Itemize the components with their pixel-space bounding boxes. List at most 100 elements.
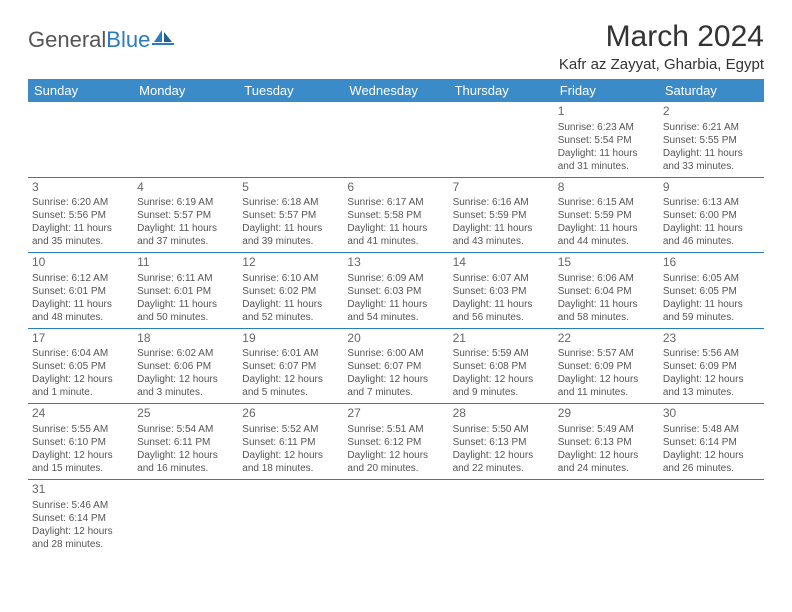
calendar-cell [343, 479, 448, 554]
cell-set: Sunset: 6:13 PM [558, 436, 655, 449]
day-number: 29 [558, 406, 655, 422]
cell-set: Sunset: 6:10 PM [32, 436, 129, 449]
cell-set: Sunset: 6:06 PM [137, 360, 234, 373]
calendar-cell: 23Sunrise: 5:56 AMSunset: 6:09 PMDayligh… [659, 328, 764, 404]
calendar-cell: 21Sunrise: 5:59 AMSunset: 6:08 PMDayligh… [449, 328, 554, 404]
cell-day: Daylight: 11 hours and 43 minutes. [453, 222, 550, 248]
cell-set: Sunset: 5:57 PM [242, 209, 339, 222]
calendar-cell: 25Sunrise: 5:54 AMSunset: 6:11 PMDayligh… [133, 404, 238, 480]
calendar-cell [238, 102, 343, 177]
cell-set: Sunset: 6:07 PM [242, 360, 339, 373]
cell-day: Daylight: 12 hours and 26 minutes. [663, 449, 760, 475]
calendar-cell: 11Sunrise: 6:11 AMSunset: 6:01 PMDayligh… [133, 253, 238, 329]
calendar-cell: 20Sunrise: 6:00 AMSunset: 6:07 PMDayligh… [343, 328, 448, 404]
day-number: 21 [453, 331, 550, 347]
calendar-cell: 19Sunrise: 6:01 AMSunset: 6:07 PMDayligh… [238, 328, 343, 404]
day-number: 18 [137, 331, 234, 347]
cell-day: Daylight: 11 hours and 54 minutes. [347, 298, 444, 324]
calendar-cell [28, 102, 133, 177]
day-number: 28 [453, 406, 550, 422]
day-header: Thursday [449, 79, 554, 102]
cell-day: Daylight: 11 hours and 48 minutes. [32, 298, 129, 324]
cell-set: Sunset: 6:09 PM [558, 360, 655, 373]
day-header: Tuesday [238, 79, 343, 102]
cell-day: Daylight: 12 hours and 16 minutes. [137, 449, 234, 475]
day-number: 3 [32, 180, 129, 196]
calendar-cell [554, 479, 659, 554]
cell-day: Daylight: 11 hours and 50 minutes. [137, 298, 234, 324]
calendar-cell: 30Sunrise: 5:48 AMSunset: 6:14 PMDayligh… [659, 404, 764, 480]
cell-rise: Sunrise: 6:06 AM [558, 272, 655, 285]
cell-set: Sunset: 6:02 PM [242, 285, 339, 298]
calendar-cell: 18Sunrise: 6:02 AMSunset: 6:06 PMDayligh… [133, 328, 238, 404]
calendar-row: 24Sunrise: 5:55 AMSunset: 6:10 PMDayligh… [28, 404, 764, 480]
cell-set: Sunset: 6:07 PM [347, 360, 444, 373]
day-number: 15 [558, 255, 655, 271]
cell-rise: Sunrise: 5:59 AM [453, 347, 550, 360]
calendar-cell: 26Sunrise: 5:52 AMSunset: 6:11 PMDayligh… [238, 404, 343, 480]
calendar-cell: 29Sunrise: 5:49 AMSunset: 6:13 PMDayligh… [554, 404, 659, 480]
cell-rise: Sunrise: 6:12 AM [32, 272, 129, 285]
day-number: 31 [32, 482, 129, 498]
cell-rise: Sunrise: 5:48 AM [663, 423, 760, 436]
calendar-row: 3Sunrise: 6:20 AMSunset: 5:56 PMDaylight… [28, 177, 764, 253]
calendar-row: 17Sunrise: 6:04 AMSunset: 6:05 PMDayligh… [28, 328, 764, 404]
calendar-cell: 4Sunrise: 6:19 AMSunset: 5:57 PMDaylight… [133, 177, 238, 253]
day-number: 10 [32, 255, 129, 271]
cell-rise: Sunrise: 6:13 AM [663, 196, 760, 209]
cell-set: Sunset: 6:05 PM [663, 285, 760, 298]
day-number: 26 [242, 406, 339, 422]
day-number: 5 [242, 180, 339, 196]
day-number: 9 [663, 180, 760, 196]
calendar-cell: 10Sunrise: 6:12 AMSunset: 6:01 PMDayligh… [28, 253, 133, 329]
day-number: 24 [32, 406, 129, 422]
day-number: 4 [137, 180, 234, 196]
cell-day: Daylight: 12 hours and 22 minutes. [453, 449, 550, 475]
cell-rise: Sunrise: 6:10 AM [242, 272, 339, 285]
day-header: Wednesday [343, 79, 448, 102]
cell-day: Daylight: 11 hours and 56 minutes. [453, 298, 550, 324]
day-header: Saturday [659, 79, 764, 102]
calendar-cell: 3Sunrise: 6:20 AMSunset: 5:56 PMDaylight… [28, 177, 133, 253]
calendar-cell: 22Sunrise: 5:57 AMSunset: 6:09 PMDayligh… [554, 328, 659, 404]
calendar-cell: 5Sunrise: 6:18 AMSunset: 5:57 PMDaylight… [238, 177, 343, 253]
cell-day: Daylight: 11 hours and 41 minutes. [347, 222, 444, 248]
day-header: Monday [133, 79, 238, 102]
cell-rise: Sunrise: 5:46 AM [32, 499, 129, 512]
sail-icon [152, 26, 174, 52]
cell-day: Daylight: 11 hours and 52 minutes. [242, 298, 339, 324]
calendar-cell: 2Sunrise: 6:21 AMSunset: 5:55 PMDaylight… [659, 102, 764, 177]
cell-day: Daylight: 12 hours and 24 minutes. [558, 449, 655, 475]
calendar-cell: 6Sunrise: 6:17 AMSunset: 5:58 PMDaylight… [343, 177, 448, 253]
day-number: 14 [453, 255, 550, 271]
cell-set: Sunset: 6:11 PM [242, 436, 339, 449]
day-number: 19 [242, 331, 339, 347]
day-number: 17 [32, 331, 129, 347]
calendar-cell [133, 479, 238, 554]
logo-text-accent: Blue [106, 27, 150, 53]
day-header: Sunday [28, 79, 133, 102]
calendar-cell: 27Sunrise: 5:51 AMSunset: 6:12 PMDayligh… [343, 404, 448, 480]
cell-day: Daylight: 12 hours and 18 minutes. [242, 449, 339, 475]
cell-day: Daylight: 12 hours and 3 minutes. [137, 373, 234, 399]
day-number: 20 [347, 331, 444, 347]
cell-set: Sunset: 6:11 PM [137, 436, 234, 449]
cell-rise: Sunrise: 5:49 AM [558, 423, 655, 436]
cell-day: Daylight: 11 hours and 39 minutes. [242, 222, 339, 248]
day-number: 8 [558, 180, 655, 196]
calendar-cell: 17Sunrise: 6:04 AMSunset: 6:05 PMDayligh… [28, 328, 133, 404]
calendar-table: Sunday Monday Tuesday Wednesday Thursday… [28, 79, 764, 555]
cell-set: Sunset: 5:54 PM [558, 134, 655, 147]
cell-set: Sunset: 5:58 PM [347, 209, 444, 222]
calendar-row: 10Sunrise: 6:12 AMSunset: 6:01 PMDayligh… [28, 253, 764, 329]
cell-set: Sunset: 6:04 PM [558, 285, 655, 298]
cell-day: Daylight: 11 hours and 59 minutes. [663, 298, 760, 324]
calendar-cell: 24Sunrise: 5:55 AMSunset: 6:10 PMDayligh… [28, 404, 133, 480]
cell-day: Daylight: 11 hours and 33 minutes. [663, 147, 760, 173]
calendar-cell [449, 479, 554, 554]
cell-set: Sunset: 5:56 PM [32, 209, 129, 222]
cell-rise: Sunrise: 6:11 AM [137, 272, 234, 285]
cell-day: Daylight: 11 hours and 31 minutes. [558, 147, 655, 173]
day-number: 13 [347, 255, 444, 271]
day-number: 1 [558, 104, 655, 120]
